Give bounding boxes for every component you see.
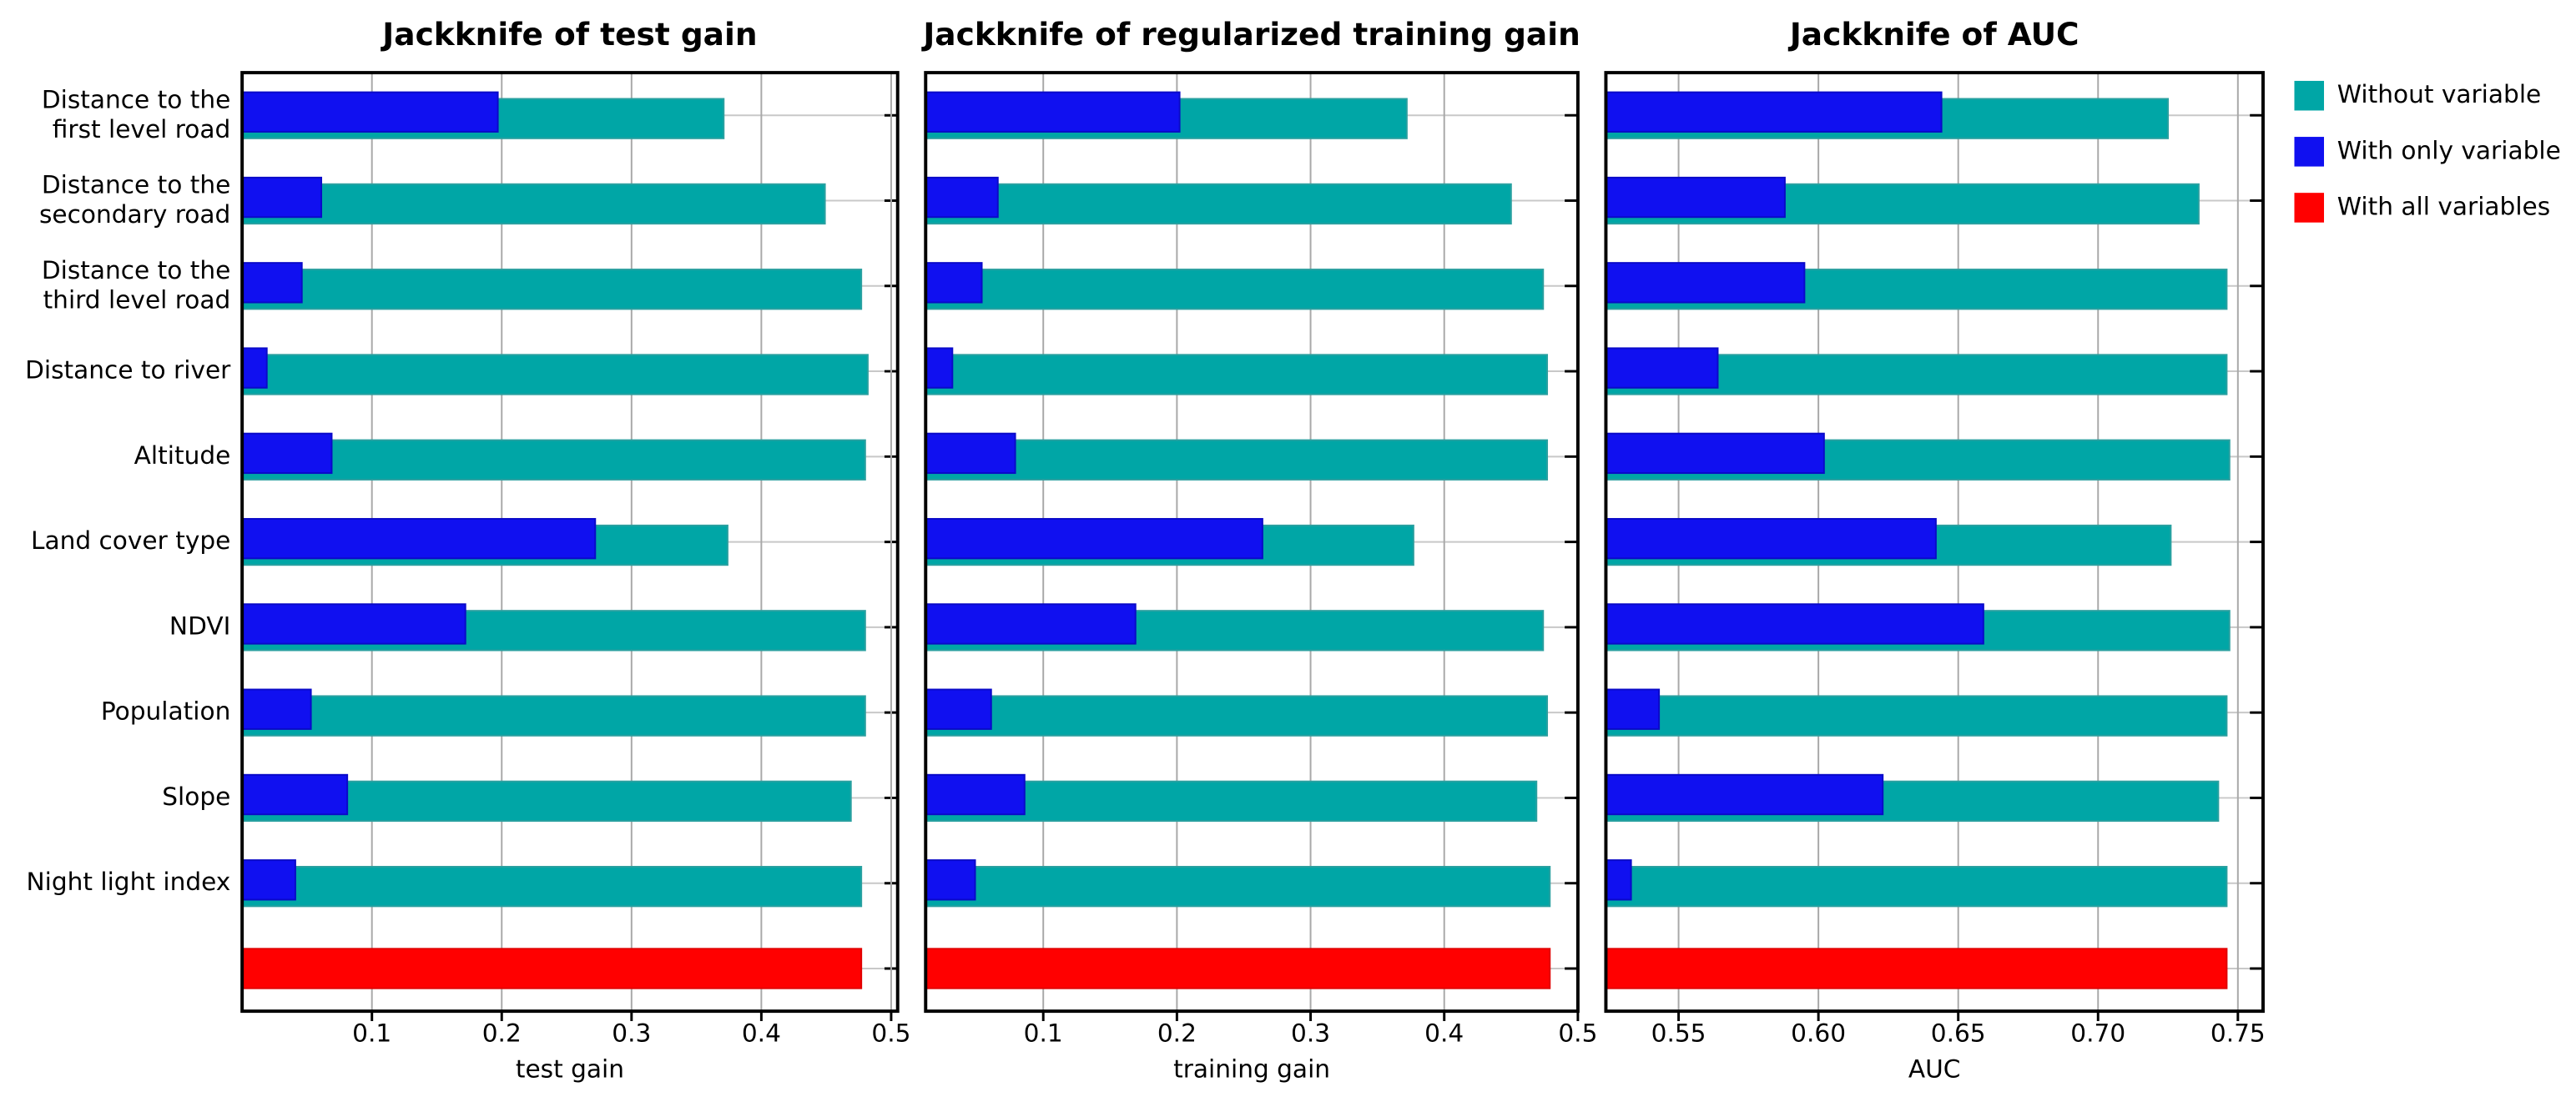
bar	[925, 354, 1549, 395]
bar	[925, 780, 1538, 823]
y-tick-label: Night light index	[26, 868, 230, 896]
plot-frame	[1604, 71, 2265, 1014]
bar	[241, 695, 866, 737]
bar	[1605, 865, 2228, 908]
plot-frame	[240, 71, 900, 1014]
bar	[925, 603, 1137, 645]
bar	[925, 517, 1263, 560]
x-axis-label: test gain	[516, 1055, 624, 1084]
y-tick-label: Altitude	[134, 441, 231, 470]
y-tick-label: Distance to the secondary road	[39, 170, 230, 229]
y-tick-label: Distance to river	[25, 356, 231, 385]
y-tick-label: Distance to the third level road	[42, 256, 231, 315]
bar	[1605, 262, 1806, 304]
bar	[241, 773, 349, 816]
x-tick-label: 0.5	[871, 1019, 910, 1047]
x-tick-label: 0.3	[1291, 1019, 1330, 1047]
bar	[925, 688, 992, 730]
bar	[925, 269, 1545, 310]
x-tick-label: 0.60	[1791, 1019, 1846, 1047]
bar	[241, 176, 323, 219]
y-tick-label: Land cover type	[31, 526, 230, 555]
bar	[1605, 688, 1661, 730]
x-tick-label: 0.65	[1931, 1019, 1986, 1047]
bar	[1605, 695, 2228, 737]
legend-swatch	[2294, 193, 2325, 223]
bar	[925, 859, 976, 901]
x-axis-label: AUC	[1908, 1055, 1961, 1084]
bar	[241, 183, 826, 225]
bar	[925, 773, 1026, 816]
y-tick-label: Population	[101, 697, 230, 726]
bar	[241, 859, 296, 901]
bar	[925, 176, 999, 219]
bar	[241, 688, 312, 730]
bar	[925, 439, 1549, 481]
bar	[925, 865, 1551, 908]
x-tick-label: 0.4	[742, 1019, 781, 1047]
x-tick-label: 0.1	[352, 1019, 391, 1047]
bar	[241, 439, 866, 481]
bar	[1605, 432, 1825, 475]
x-tick-label: 0.5	[1558, 1019, 1597, 1047]
x-tick-label: 0.70	[2070, 1019, 2125, 1047]
bar	[925, 91, 1181, 133]
bar	[1605, 859, 1632, 901]
bar	[241, 354, 869, 395]
legend-swatch	[2294, 80, 2325, 111]
x-tick-label: 0.4	[1424, 1019, 1464, 1047]
x-tick-label: 0.2	[1157, 1019, 1197, 1047]
bar	[925, 695, 1549, 737]
y-tick-label: Distance to the first level road	[42, 85, 231, 143]
bar	[241, 948, 863, 989]
plot-frame	[924, 71, 1580, 1014]
bar	[925, 262, 983, 304]
legend-label: With all variables	[2337, 192, 2550, 220]
bar	[241, 347, 268, 389]
legend-swatch	[2294, 137, 2325, 167]
bar	[241, 603, 466, 645]
bar	[241, 517, 597, 560]
bar	[1605, 347, 1719, 389]
bar	[925, 347, 954, 389]
bar	[241, 432, 333, 475]
x-tick-label: 0.55	[1651, 1019, 1706, 1047]
bar	[241, 91, 499, 133]
legend-label: With only variable	[2337, 136, 2561, 164]
x-tick-label: 0.2	[482, 1019, 522, 1047]
bar	[1605, 603, 1984, 645]
y-tick-label: Slope	[162, 782, 230, 811]
bar	[241, 865, 863, 908]
x-tick-label: 0.75	[2211, 1019, 2266, 1047]
bar	[1605, 517, 1937, 560]
chart-title: Jackknife of test gain	[380, 16, 757, 53]
bar	[241, 269, 863, 310]
x-tick-label: 0.3	[612, 1019, 651, 1047]
bar	[925, 183, 1512, 225]
legend-label: Without variable	[2337, 80, 2541, 108]
chart-title: Jackknife of regularized training gain	[920, 16, 1580, 53]
bar	[1605, 91, 1943, 133]
x-axis-label: training gain	[1173, 1055, 1330, 1084]
bar	[1605, 176, 1786, 219]
x-tick-label: 0.1	[1024, 1019, 1063, 1047]
bar	[1605, 773, 1884, 816]
y-tick-label: NDVI	[169, 611, 230, 640]
chart-title: Jackknife of AUC	[1787, 16, 2079, 53]
bar	[925, 432, 1016, 475]
bar	[925, 948, 1551, 989]
bar	[241, 262, 303, 304]
bar	[1605, 948, 2228, 989]
